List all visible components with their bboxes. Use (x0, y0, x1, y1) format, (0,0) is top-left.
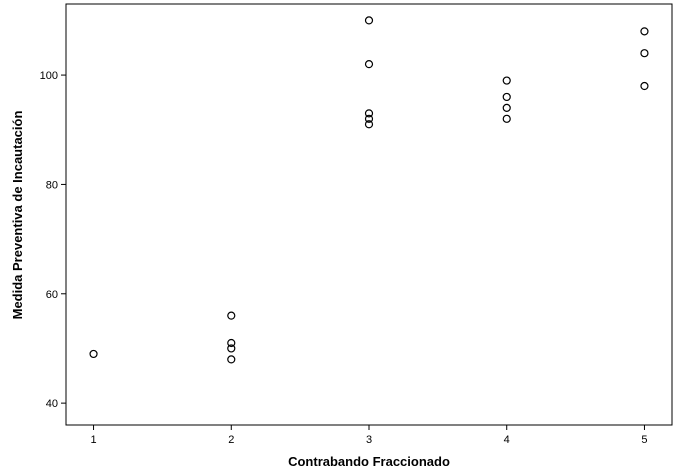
y-tick-label: 60 (46, 289, 58, 301)
data-point (227, 344, 236, 353)
data-point (364, 60, 374, 69)
data-point (640, 49, 649, 58)
data-point (502, 76, 511, 85)
data-point (89, 349, 98, 359)
x-axis-title: Contrabando Fraccionado (288, 454, 450, 469)
data-point (502, 103, 511, 112)
data-point (227, 355, 236, 364)
data-points (89, 16, 649, 364)
x-tick-label: 5 (641, 434, 647, 446)
x-tick-label: 3 (366, 434, 372, 446)
y-tick-label: 40 (46, 398, 58, 410)
y-tick-label: 100 (40, 70, 58, 82)
data-point (502, 92, 511, 102)
data-point (364, 16, 374, 25)
data-point (640, 81, 649, 91)
data-point (364, 109, 374, 118)
data-point (502, 114, 511, 123)
data-point (640, 27, 649, 36)
x-axis-ticks: 1 2 3 4 5 (90, 425, 648, 446)
data-point (364, 114, 374, 123)
data-point (227, 338, 236, 348)
data-point (227, 311, 236, 320)
data-point (364, 120, 374, 129)
x-tick-label: 2 (228, 434, 234, 446)
x-tick-label: 1 (90, 434, 96, 446)
y-axis-ticks: 40 60 80 100 (40, 70, 66, 410)
x-tick-label: 4 (504, 434, 510, 446)
y-tick-label: 80 (46, 179, 58, 191)
y-axis-title: Medida Preventiva de Incautación (10, 111, 25, 320)
